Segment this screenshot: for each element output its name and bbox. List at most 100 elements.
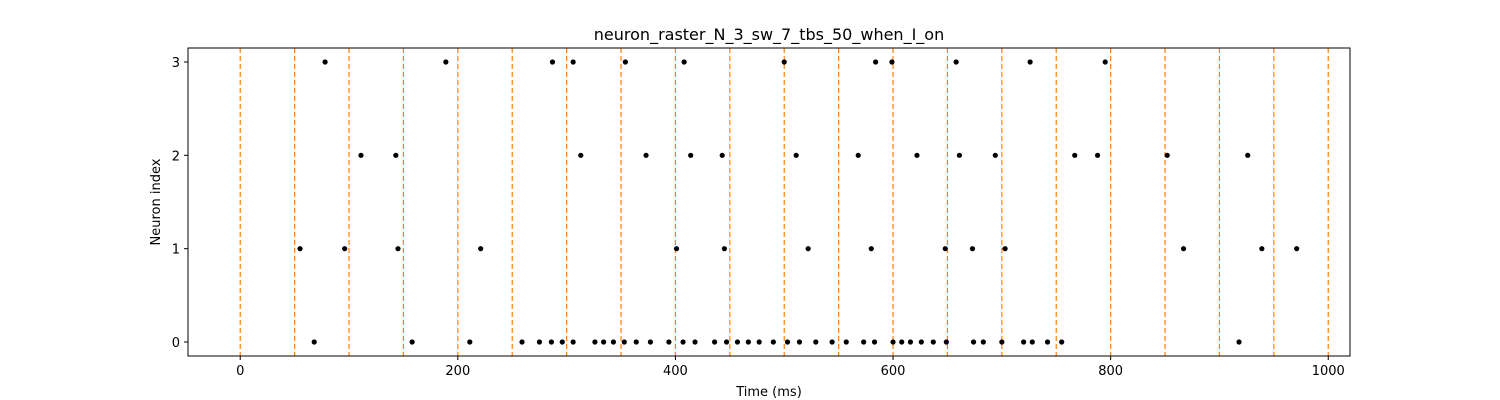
- x-tick-label: 600: [881, 364, 906, 379]
- spike-point: [1164, 152, 1170, 158]
- spike-point: [622, 59, 628, 65]
- spike-point: [692, 339, 698, 345]
- spike-point: [956, 152, 963, 158]
- spike-point: [393, 152, 399, 158]
- spike-point: [1259, 246, 1265, 252]
- spike-point: [443, 59, 449, 65]
- spike-point: [1102, 59, 1108, 65]
- spike-point: [342, 246, 348, 252]
- spike-point: [829, 339, 835, 345]
- spike-point: [536, 339, 543, 345]
- spike-point: [610, 339, 617, 345]
- y-tick-label: 1: [172, 243, 180, 258]
- spike-point: [861, 339, 867, 345]
- spike-point: [953, 59, 959, 65]
- spike-point: [871, 339, 878, 345]
- spike-point: [621, 339, 627, 345]
- spike-point: [478, 246, 484, 252]
- y-tick-label: 3: [172, 56, 180, 71]
- spike-point: [843, 339, 849, 345]
- spike-point: [723, 339, 730, 345]
- spike-point: [548, 339, 554, 345]
- spike-point: [1044, 339, 1051, 345]
- spike-point: [1180, 246, 1187, 252]
- spike-point: [673, 246, 680, 252]
- spike-point: [711, 339, 718, 345]
- spike-point: [970, 339, 977, 345]
- spike-point: [409, 339, 415, 345]
- spike-point: [1236, 339, 1242, 345]
- spike-point: [756, 339, 762, 345]
- plot-frame: [187, 47, 1351, 357]
- spike-point: [796, 339, 803, 345]
- spike-point: [688, 152, 694, 158]
- spike-point: [570, 59, 576, 65]
- spike-point: [868, 246, 874, 252]
- spike-point: [519, 339, 525, 345]
- spike-point: [907, 339, 914, 345]
- spike-point: [311, 339, 317, 345]
- spike-point: [745, 339, 751, 345]
- spike-point: [1072, 152, 1078, 158]
- spike-point: [1059, 339, 1065, 345]
- stimulus-lines: [239, 48, 1329, 356]
- spike-point: [914, 152, 920, 158]
- y-axis-label: Neuron index: [149, 158, 164, 245]
- spike-point: [855, 152, 861, 158]
- spike-point: [899, 339, 905, 345]
- x-tick-label: 800: [1098, 364, 1123, 379]
- spike-point: [395, 246, 401, 252]
- spike-point: [999, 339, 1005, 345]
- x-tick-label: 400: [663, 364, 688, 379]
- spike-point: [813, 339, 819, 345]
- spike-point: [559, 339, 565, 345]
- spike-point: [322, 59, 328, 65]
- spike-point: [643, 152, 649, 158]
- spike-point: [770, 339, 776, 345]
- spike-point: [918, 339, 924, 345]
- spike-point: [681, 59, 687, 65]
- spike-point: [942, 246, 948, 252]
- spike-point: [1002, 246, 1008, 252]
- spike-point: [1094, 152, 1101, 158]
- spike-point: [781, 59, 787, 65]
- spike-point: [992, 152, 998, 158]
- x-axis: 0 200 400 600 800 1000: [236, 356, 1345, 379]
- y-axis: 0 1 2 3: [172, 56, 188, 351]
- spike-point: [592, 339, 598, 345]
- spike-point: [578, 152, 584, 158]
- spike-point: [633, 339, 639, 345]
- spike-point: [647, 339, 654, 345]
- spike-point: [943, 339, 949, 345]
- spike-point: [297, 246, 303, 252]
- spike-points: [297, 59, 1300, 345]
- chart-title: neuron_raster_N_3_sw_7_tbs_50_when_I_on: [594, 25, 944, 45]
- y-tick-label: 2: [172, 149, 180, 164]
- spike-point: [930, 339, 936, 345]
- x-tick-label: 200: [445, 364, 470, 379]
- spike-point: [784, 339, 791, 345]
- spike-point: [570, 339, 576, 345]
- spike-point: [601, 339, 607, 345]
- spike-point: [1245, 152, 1251, 158]
- spike-point: [1029, 339, 1035, 345]
- spike-point: [889, 59, 895, 65]
- x-tick-label: 0: [236, 364, 244, 379]
- spike-point: [1020, 339, 1027, 345]
- x-axis-label: Time (ms): [735, 385, 802, 400]
- spike-point: [1027, 59, 1033, 65]
- spike-point: [549, 59, 556, 65]
- spike-point: [1294, 246, 1300, 252]
- spike-point: [969, 246, 976, 252]
- spike-point: [890, 339, 896, 345]
- y-tick-label: 0: [172, 336, 180, 351]
- spike-point: [734, 339, 741, 345]
- spike-point: [358, 152, 364, 158]
- spike-point: [719, 152, 725, 158]
- spike-point: [680, 339, 686, 345]
- spike-point: [980, 339, 986, 345]
- spike-point: [873, 59, 879, 65]
- spike-point: [666, 339, 672, 345]
